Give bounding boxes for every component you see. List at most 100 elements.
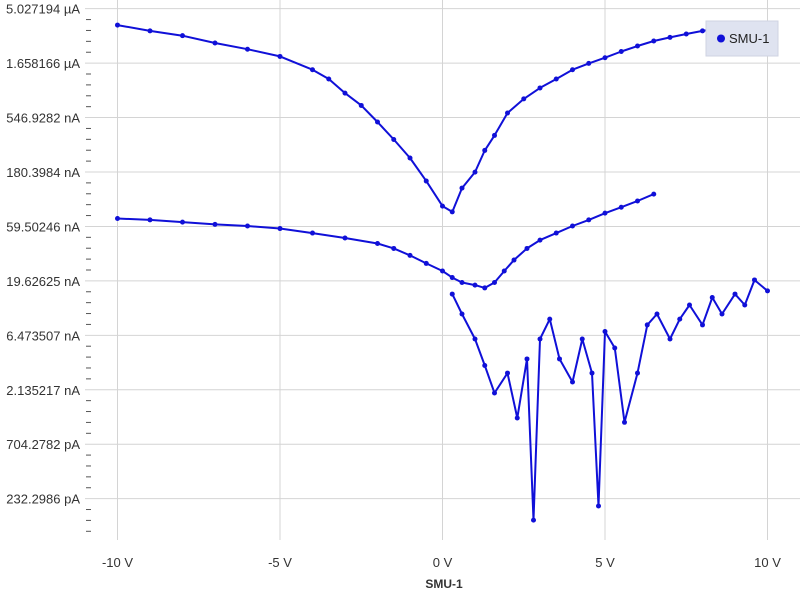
- data-point: [245, 223, 250, 229]
- minor-ticks: [86, 19, 91, 532]
- data-point: [719, 311, 725, 317]
- data-point: [147, 28, 153, 34]
- data-point: [635, 370, 640, 376]
- data-point: [618, 204, 624, 210]
- series-layer: [115, 22, 770, 523]
- data-point: [310, 230, 315, 236]
- data-point: [547, 316, 553, 322]
- data-point: [700, 322, 705, 328]
- data-point: [644, 322, 650, 328]
- data-point: [472, 169, 478, 175]
- data-point: [553, 76, 559, 82]
- data-point: [667, 34, 673, 40]
- y-tick-label: 232.2986 pA: [6, 492, 80, 507]
- data-point: [180, 33, 185, 39]
- series-3: [449, 277, 770, 523]
- x-tick-label: 5 V: [595, 555, 615, 570]
- data-point: [531, 517, 536, 523]
- data-point: [635, 43, 640, 49]
- data-point: [765, 288, 770, 294]
- y-tick-labels: 5.027194 µA 1.658166 µA 546.9282 nA 180.398…: [6, 2, 80, 507]
- data-point: [511, 257, 517, 263]
- data-point: [115, 22, 120, 28]
- data-point: [709, 294, 715, 300]
- data-point: [742, 302, 748, 308]
- series-1: [115, 22, 770, 215]
- data-point: [440, 268, 445, 274]
- legend-marker: [717, 34, 725, 43]
- data-point: [501, 268, 507, 274]
- data-point: [602, 328, 608, 334]
- x-axis-title: SMU-1: [425, 577, 463, 591]
- data-point: [514, 415, 520, 421]
- data-point: [602, 55, 608, 61]
- data-point: [557, 356, 562, 362]
- data-point: [310, 67, 315, 73]
- data-point: [570, 379, 575, 385]
- data-point: [212, 40, 218, 46]
- data-point: [358, 102, 364, 108]
- data-point: [687, 302, 692, 308]
- data-point: [472, 336, 478, 342]
- data-point: [537, 85, 543, 91]
- data-point: [423, 260, 429, 266]
- data-point: [342, 235, 348, 241]
- y-tick-label: 546.9282 nA: [6, 111, 80, 126]
- series-line: [451, 279, 769, 522]
- data-point: [537, 336, 543, 342]
- data-point: [180, 219, 185, 225]
- data-point: [147, 217, 153, 223]
- data-point: [391, 245, 397, 251]
- data-point: [440, 203, 445, 209]
- data-point: [492, 279, 497, 285]
- data-point: [492, 390, 497, 396]
- data-point: [677, 316, 683, 322]
- data-point: [651, 191, 657, 197]
- legend-label: SMU-1: [729, 31, 769, 46]
- data-point: [622, 419, 627, 425]
- data-point: [449, 209, 455, 215]
- data-point: [524, 245, 530, 251]
- data-point: [449, 291, 455, 297]
- x-tick-labels: -10 V -5 V 0 V 5 V 10 V: [102, 555, 781, 570]
- legend[interactable]: SMU-1: [705, 20, 779, 57]
- data-point: [472, 282, 478, 288]
- x-tick-label: -5 V: [268, 555, 292, 570]
- data-point: [326, 76, 332, 82]
- data-point: [459, 279, 465, 285]
- data-point: [618, 49, 624, 55]
- x-tick-label: 10 V: [754, 555, 781, 570]
- data-point: [683, 31, 689, 37]
- y-tick-label: 2.135217 nA: [6, 383, 80, 398]
- data-point: [407, 155, 413, 161]
- data-point: [586, 217, 592, 223]
- data-point: [700, 28, 705, 34]
- data-point: [586, 60, 592, 66]
- data-point: [589, 370, 595, 376]
- data-point: [407, 252, 413, 258]
- data-point: [212, 221, 218, 227]
- data-point: [505, 110, 510, 116]
- data-point: [732, 291, 738, 297]
- series-line: [117, 193, 655, 289]
- data-point: [482, 147, 488, 153]
- data-point: [277, 53, 283, 59]
- data-point: [654, 311, 660, 317]
- data-point: [375, 241, 380, 247]
- data-point: [449, 275, 455, 281]
- y-tick-label: 5.027194 µA: [6, 2, 80, 17]
- series-line: [117, 24, 768, 213]
- data-point: [245, 46, 250, 52]
- data-point: [651, 38, 657, 44]
- data-point: [459, 185, 465, 191]
- data-point: [521, 96, 527, 102]
- data-point: [602, 210, 608, 216]
- x-tick-label: 0 V: [433, 555, 453, 570]
- data-point: [579, 336, 585, 342]
- data-point: [596, 503, 601, 509]
- data-point: [482, 285, 488, 291]
- data-point: [482, 362, 488, 368]
- y-tick-label: 180.3984 nA: [6, 165, 80, 180]
- data-point: [277, 226, 283, 232]
